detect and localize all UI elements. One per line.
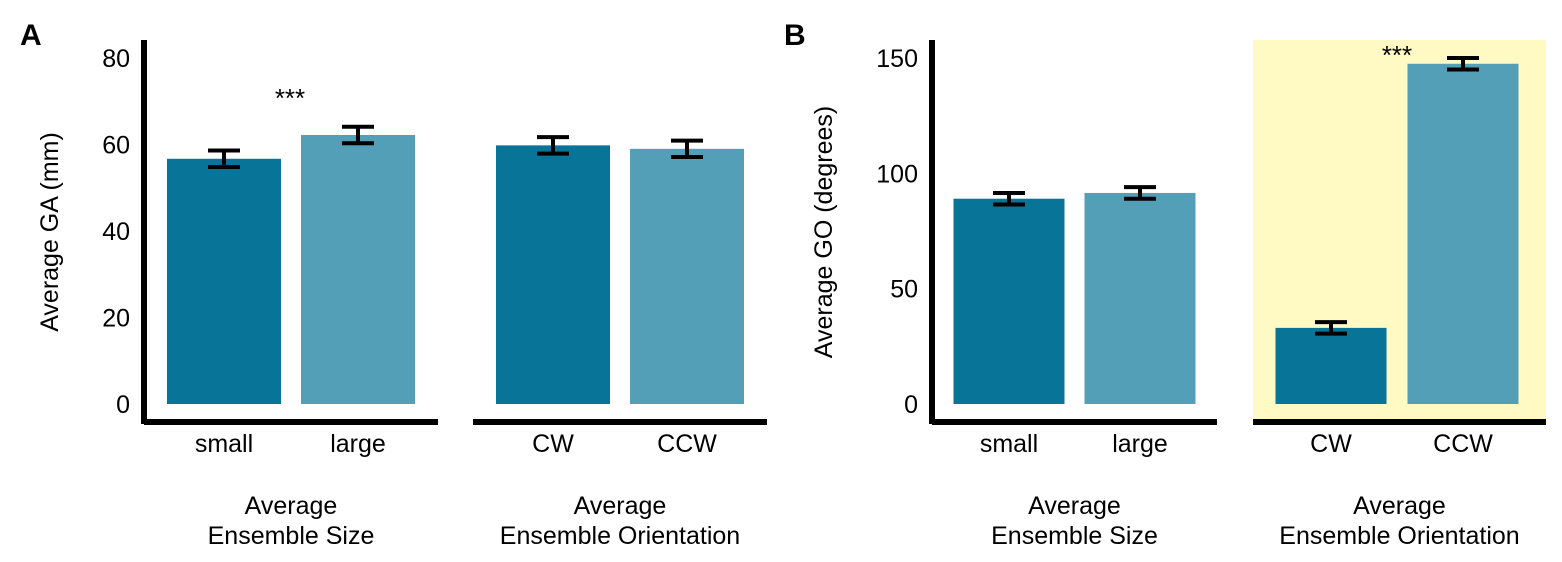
x-tick-label: CCW xyxy=(1433,430,1493,458)
significance-marker: *** xyxy=(1382,40,1412,70)
y-axis-title: Average GO (degrees) xyxy=(810,106,838,358)
group-title-line: Ensemble Size xyxy=(991,522,1158,550)
bar xyxy=(953,198,1065,404)
x-tick-label: large xyxy=(330,430,386,458)
bar xyxy=(1275,327,1387,404)
y-tick-label: 100 xyxy=(876,160,918,188)
group-title-line: Average xyxy=(1028,492,1121,520)
panel-a: A 0 20 40 60 80 Average GA (mm) small large *** Av… xyxy=(20,19,767,550)
y-tick-label: 50 xyxy=(890,276,918,304)
group-title-line: Ensemble Orientation xyxy=(500,522,740,550)
group-title-line: Ensemble Orientation xyxy=(1279,522,1519,550)
bar xyxy=(1084,192,1196,404)
group-title-line: Ensemble Size xyxy=(208,522,375,550)
bar xyxy=(1407,63,1519,405)
x-tick-label: CW xyxy=(532,430,574,458)
y-tick-label: 150 xyxy=(876,45,918,73)
x-tick-label: small xyxy=(980,430,1038,458)
x-tick-label: CW xyxy=(1310,430,1352,458)
bar xyxy=(167,158,281,404)
panel-label: B xyxy=(784,19,806,52)
bar xyxy=(301,134,415,405)
x-tick-label: CCW xyxy=(657,430,717,458)
panel-b: B 0 50 100 150 Average GO (degrees) small large… xyxy=(784,19,1546,550)
y-tick-label: 80 xyxy=(102,45,130,73)
y-axis-title: Average GA (mm) xyxy=(36,132,64,332)
significance-marker: *** xyxy=(275,83,305,113)
bar xyxy=(630,148,744,404)
group-title-line: Average xyxy=(1353,492,1446,520)
group-title-line: Average xyxy=(245,492,338,520)
panel-label: A xyxy=(20,19,42,52)
y-tick-label: 60 xyxy=(102,132,130,160)
y-tick-label: 40 xyxy=(102,218,130,246)
x-tick-label: large xyxy=(1112,430,1168,458)
y-tick-label: 0 xyxy=(116,391,130,419)
y-tick-label: 20 xyxy=(102,305,130,333)
group-title-line: Average xyxy=(574,492,667,520)
x-tick-label: small xyxy=(195,430,253,458)
y-tick-label: 0 xyxy=(904,391,918,419)
bar xyxy=(496,145,610,405)
